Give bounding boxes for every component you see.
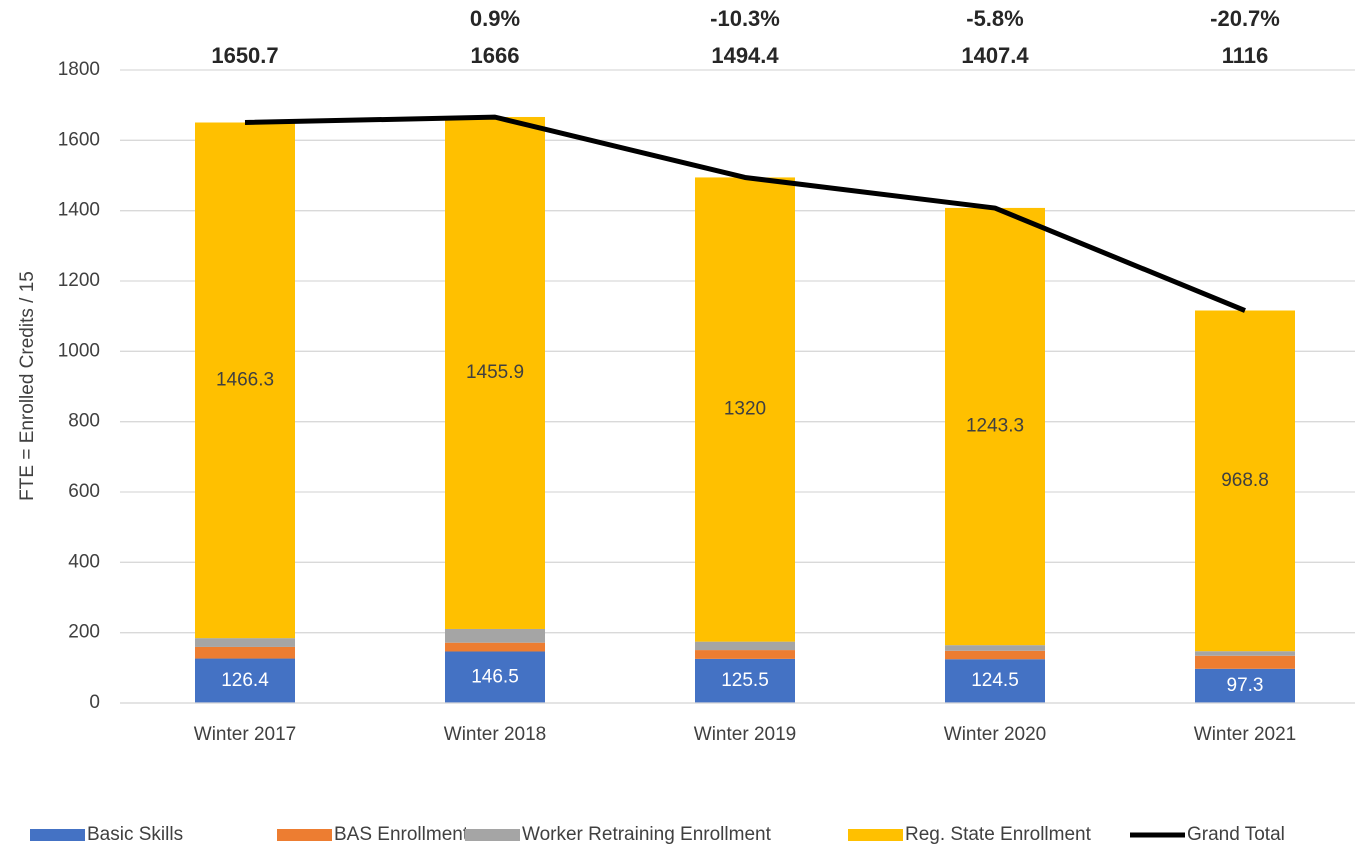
- y-tick-label: 400: [68, 551, 100, 572]
- total-label: 1650.7: [211, 43, 278, 68]
- data-label: 1243.3: [966, 416, 1024, 437]
- x-tick-label: Winter 2020: [944, 724, 1046, 745]
- bar-segment: [695, 641, 795, 651]
- data-label: 146.5: [471, 666, 519, 687]
- change-label: -20.7%: [1210, 6, 1280, 31]
- data-label: 968.8: [1221, 470, 1269, 491]
- bar-segment: [195, 638, 295, 647]
- legend-label: BAS Enrollment: [334, 824, 469, 845]
- legend-swatch: [465, 829, 520, 841]
- bar-segment: [695, 650, 795, 659]
- x-tick-label: Winter 2017: [194, 724, 296, 745]
- data-label: 1466.3: [216, 369, 274, 390]
- legend-swatch: [30, 829, 85, 841]
- bar-segment: [445, 116, 545, 629]
- y-tick-label: 0: [89, 692, 100, 713]
- legend-label: Reg. State Enrollment: [905, 824, 1092, 845]
- legend-swatch: [277, 829, 332, 841]
- total-label: 1494.4: [711, 43, 779, 68]
- data-label: 1320: [724, 399, 766, 420]
- bar-segment: [195, 646, 295, 659]
- bar-segment: [195, 122, 295, 639]
- data-label: 124.5: [971, 670, 1019, 691]
- x-tick-label: Winter 2019: [694, 724, 796, 745]
- bar-segment: [945, 645, 1045, 651]
- legend-swatch: [848, 829, 903, 841]
- y-tick-label: 1800: [58, 59, 100, 80]
- total-label: 1666: [471, 43, 520, 68]
- line: [244, 114, 1246, 313]
- y-tick-label: 1200: [58, 270, 100, 291]
- y-tick-label: 1600: [58, 129, 100, 150]
- change-label: -10.3%: [710, 6, 780, 31]
- x-tick-label: Winter 2021: [1194, 724, 1296, 745]
- y-tick-label: 1400: [58, 200, 100, 221]
- legend-label: Worker Retraining Enrollment: [522, 824, 772, 845]
- y-tick-label: 600: [68, 481, 100, 502]
- bar-segment: [445, 651, 545, 703]
- bar-segment: [695, 177, 795, 642]
- bar-segment: [195, 658, 295, 703]
- change-label: 0.9%: [470, 6, 520, 31]
- x-tick-label: Winter 2018: [444, 724, 546, 745]
- bar-segment: [1195, 668, 1295, 703]
- total-label: 1407.4: [961, 43, 1029, 68]
- bar-segment: [695, 658, 795, 703]
- bar-segment: [445, 628, 545, 643]
- bar-segment: [445, 642, 545, 652]
- y-tick-label: 1000: [58, 340, 100, 361]
- bar-segment: [945, 650, 1045, 660]
- data-label: 97.3: [1227, 675, 1264, 696]
- data-label: 1455.9: [466, 362, 524, 383]
- legend-label: Basic Skills: [87, 824, 183, 845]
- legend-label: Grand Total: [1187, 824, 1285, 845]
- bar-segment: [1195, 651, 1295, 656]
- y-tick-label: 200: [68, 622, 100, 643]
- y-tick-label: 800: [68, 411, 100, 432]
- bar-segment: [945, 207, 1045, 646]
- bar-segment: [1195, 655, 1295, 669]
- data-label: 126.4: [221, 670, 269, 691]
- bar-segment: [1195, 310, 1295, 652]
- total-label: 1116: [1222, 43, 1269, 68]
- change-label: -5.8%: [966, 6, 1023, 31]
- bar-segment: [945, 659, 1045, 703]
- y-axis-title: FTE = Enrolled Credits / 15: [17, 271, 38, 501]
- data-label: 125.5: [721, 670, 769, 691]
